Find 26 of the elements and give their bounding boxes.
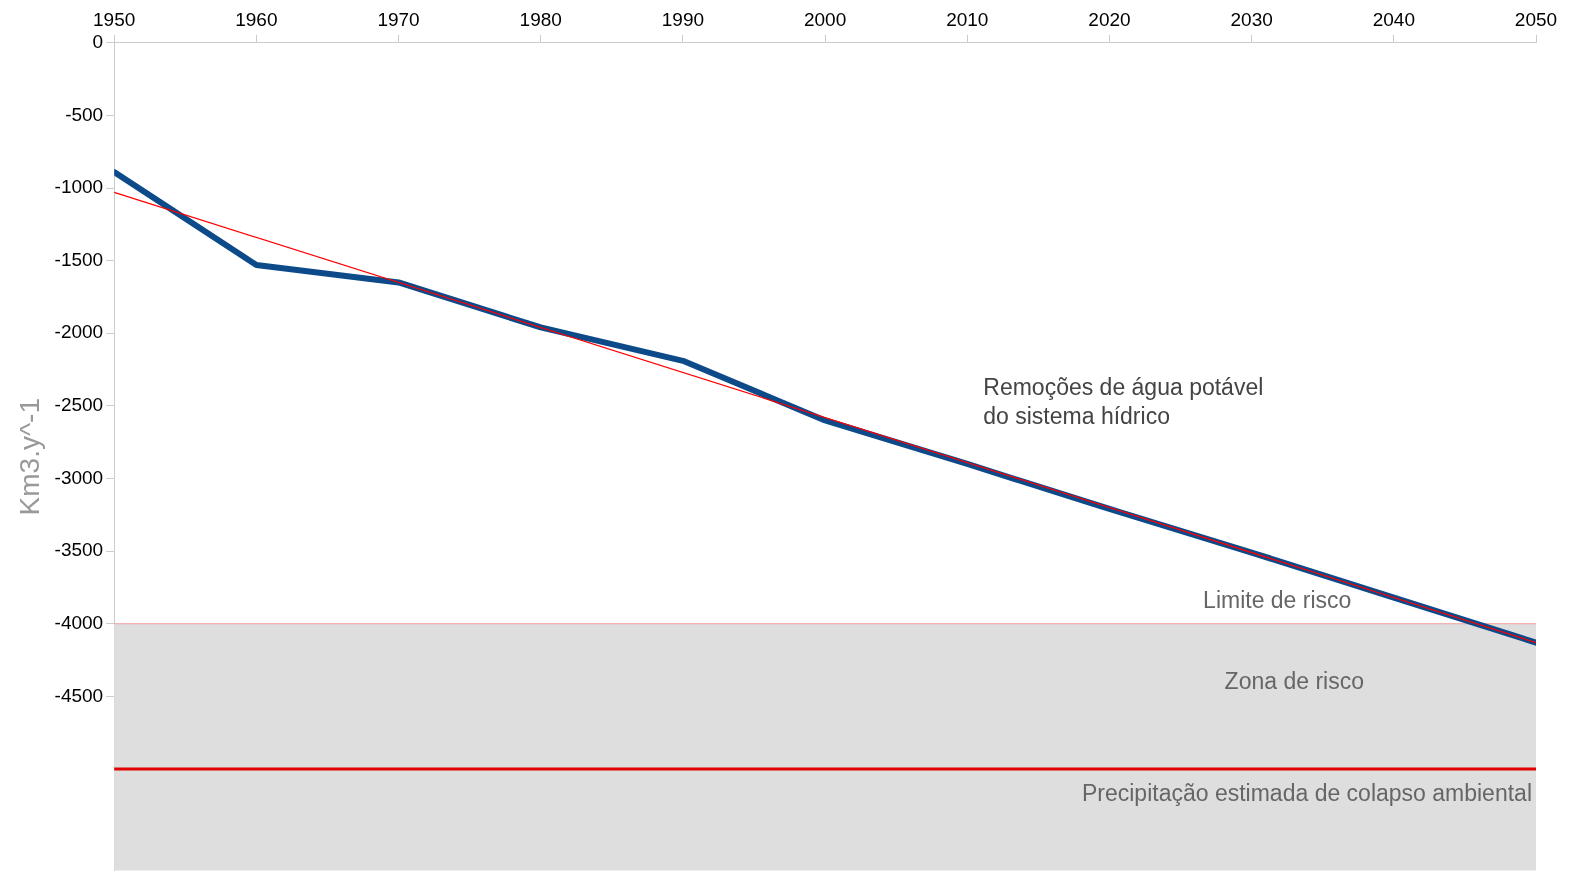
y-tick-label: -2000 bbox=[54, 321, 104, 343]
x-tick-label: 1980 bbox=[519, 8, 562, 30]
y-tick-label: -4500 bbox=[54, 684, 104, 706]
y-tick-label: -3000 bbox=[54, 466, 104, 488]
ref-line-label: Precipitação estimada de colapso ambiental bbox=[1081, 780, 1532, 807]
x-tick-label: 2050 bbox=[1514, 8, 1558, 30]
x-tick-label: 2040 bbox=[1372, 8, 1415, 30]
y-tick-label: -500 bbox=[65, 103, 104, 125]
x-tick-label: 1950 bbox=[93, 8, 136, 30]
y-tick-label: -1500 bbox=[54, 248, 104, 270]
y-tick-label: -3500 bbox=[54, 539, 104, 561]
x-tick-label: 2030 bbox=[1230, 8, 1273, 30]
y-axis-title: Km3.y^-1 bbox=[13, 398, 45, 516]
y-tick-label: -1000 bbox=[54, 176, 104, 198]
ref-line-label: Limite de risco bbox=[1203, 587, 1352, 614]
x-tick-label: 1960 bbox=[235, 8, 278, 30]
x-tick-label: 1990 bbox=[661, 8, 705, 30]
x-tick-label: 2020 bbox=[1088, 8, 1131, 30]
x-tick-label: 1970 bbox=[377, 8, 420, 30]
x-tick-label: 2010 bbox=[946, 8, 989, 30]
band-label: Zona de risco bbox=[1224, 668, 1364, 695]
y-tick-label: -4000 bbox=[54, 611, 104, 633]
series-label: Remoções de água potável do sistema hídrico bbox=[983, 374, 1264, 430]
y-tick-label: 0 bbox=[92, 31, 104, 53]
x-tick-label: 2000 bbox=[803, 8, 847, 30]
y-tick-label: -2500 bbox=[54, 394, 104, 416]
